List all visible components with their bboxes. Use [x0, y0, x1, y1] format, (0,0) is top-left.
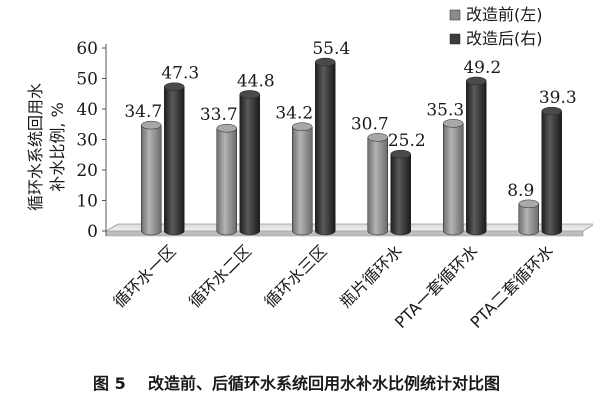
data-label-before: 34.2: [275, 104, 313, 124]
bar-after-4: [466, 76, 487, 236]
data-label-before: 35.3: [426, 100, 464, 120]
bar-after-1: [239, 90, 260, 236]
data-label-before: 30.7: [351, 114, 389, 134]
y-tick-label: 60: [76, 39, 98, 59]
bar-before-2: [292, 122, 313, 236]
bar-after-0: [164, 82, 185, 236]
data-label-before: 34.7: [124, 102, 162, 122]
x-tick-label: 循环水一区: [110, 241, 180, 311]
legend-item: 改造前(左): [449, 5, 543, 24]
bar-after-2: [315, 57, 336, 236]
data-label-after: 39.3: [539, 88, 577, 108]
data-label-after: 49.2: [463, 58, 501, 78]
data-label-before: 33.7: [200, 105, 238, 125]
x-tick-label: 循环水三区: [261, 241, 331, 311]
bar-before-1: [216, 123, 237, 236]
x-tick-label: 循环水二区: [185, 241, 255, 311]
legend-swatch: [449, 9, 461, 21]
y-axis-label-line2: 补水比例, %: [48, 102, 67, 191]
bar-before-4: [443, 119, 464, 236]
legend-swatch: [449, 33, 461, 45]
legend-item: 改造后(右): [449, 29, 543, 48]
bar-before-0: [141, 120, 162, 236]
chart: 0 10 20 30 40 50 60 34.7 47.3 循环水一区 33.7 44.8 循环水二区…: [26, 5, 593, 332]
y-tick-label: 30: [76, 131, 98, 151]
data-label-after: 55.4: [312, 39, 350, 59]
data-label-after: 47.3: [161, 64, 199, 84]
y-tick-label: 20: [76, 161, 98, 181]
y-tick-label: 0: [87, 222, 98, 242]
figure-caption: 图 5 改造前、后循环水系统回用水补水比例统计对比图: [93, 374, 500, 393]
data-label-after: 25.2: [388, 131, 426, 151]
data-label-before: 8.9: [507, 181, 534, 201]
y-tick-label: 10: [76, 192, 98, 212]
bar-before-3: [367, 133, 388, 236]
x-tick-label: 瓶片循环水: [336, 241, 406, 311]
legend-label: 改造后(右): [466, 29, 543, 48]
bar-after-3: [390, 149, 411, 236]
legend: 改造前(左) 改造后(右): [449, 5, 543, 48]
bar-before-5: [518, 199, 539, 236]
y-tick-label: 40: [76, 100, 98, 120]
y-tick-label: 50: [76, 70, 98, 90]
data-label-after: 44.8: [237, 71, 275, 91]
legend-label: 改造前(左): [466, 5, 543, 24]
bar-after-5: [541, 106, 562, 236]
y-axis-label-line1: 循环水系统回用水: [26, 83, 45, 211]
